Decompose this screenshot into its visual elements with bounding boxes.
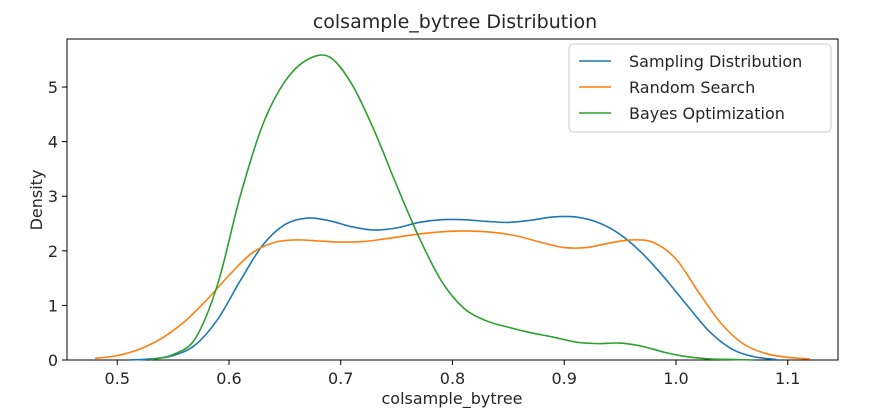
x-axis-title: colsample_bytree — [381, 389, 522, 409]
y-tick-label: 1 — [48, 296, 58, 315]
y-tick-label: 5 — [48, 78, 58, 97]
x-axis: 0.5 0.6 0.7 0.8 0.9 1.0 1.1 — [105, 360, 800, 388]
legend: Sampling Distribution Random Search Bayes … — [568, 43, 832, 133]
series-line-2 — [150, 54, 755, 361]
y-axis-title: Density — [27, 170, 46, 231]
legend-label-1: Random Search — [629, 78, 755, 97]
x-tick-label: 0.6 — [216, 369, 241, 388]
series-line-1 — [94, 230, 811, 360]
series-lines — [94, 54, 811, 361]
chart-title: colsample_bytree Distribution — [313, 11, 597, 33]
y-tick-label: 3 — [48, 187, 58, 206]
x-tick-label: 0.5 — [105, 369, 130, 388]
x-tick-label: 0.7 — [328, 369, 353, 388]
y-tick-label: 4 — [48, 133, 58, 152]
y-axis: 0 1 2 3 4 5 — [48, 78, 67, 370]
x-tick-label: 0.8 — [440, 369, 465, 388]
y-tick-label: 0 — [48, 351, 58, 370]
legend-label-2: Bayes Optimization — [629, 104, 785, 123]
x-tick-label: 1.1 — [775, 369, 800, 388]
y-tick-label: 2 — [48, 242, 58, 261]
legend-label-0: Sampling Distribution — [629, 52, 802, 71]
legend-frame — [568, 43, 832, 133]
series-line-0 — [128, 215, 777, 361]
x-tick-label: 0.9 — [552, 369, 577, 388]
x-tick-label: 1.0 — [663, 369, 688, 388]
